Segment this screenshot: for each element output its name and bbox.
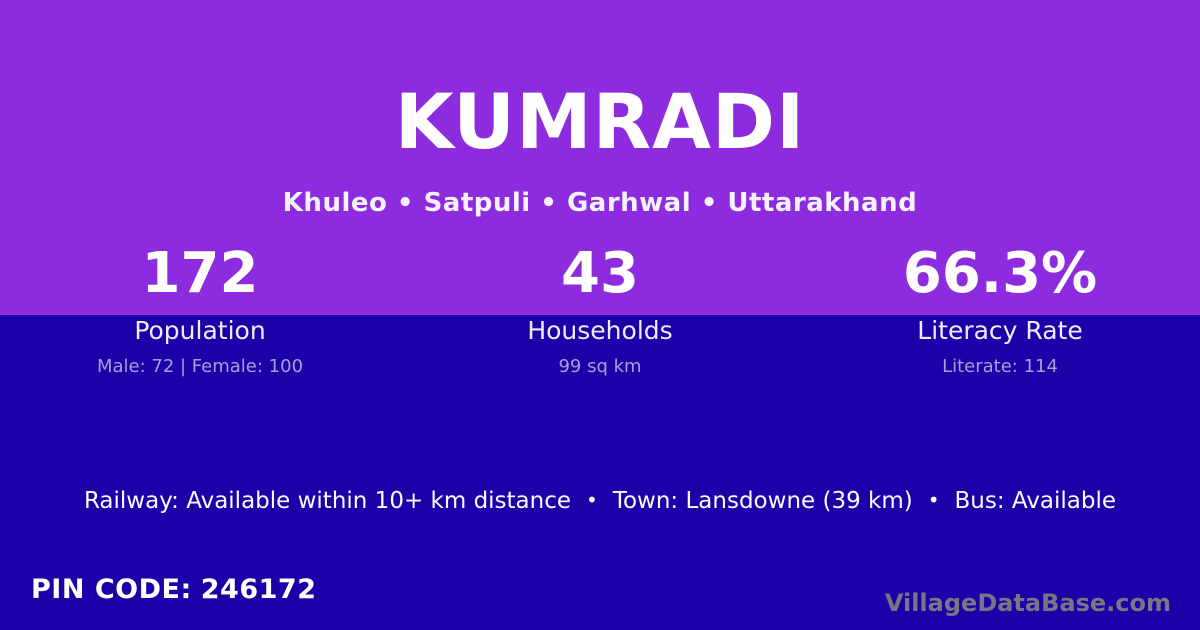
town-info: Town: Lansdowne (39 km) xyxy=(612,488,913,514)
header-section: KUMRADI Khuleo • Satpuli • Garhwal • Utt… xyxy=(0,0,1200,315)
village-title: KUMRADI xyxy=(394,77,806,166)
bullet-separator: • xyxy=(586,488,598,512)
pin-code-value: 246172 xyxy=(200,574,317,605)
stats-row: 172 Population Male: 72 | Female: 100 43… xyxy=(0,243,1200,378)
transport-info-line: Railway: Available within 10+ km distanc… xyxy=(0,485,1200,516)
stat-households: 43 Households 99 sq km xyxy=(400,243,800,378)
households-label: Households xyxy=(527,316,673,345)
stat-literacy-rate: 66.3% Literacy Rate Literate: 114 xyxy=(800,243,1200,378)
literacy-label: Literacy Rate xyxy=(917,316,1083,345)
stat-population: 172 Population Male: 72 | Female: 100 xyxy=(0,243,400,378)
population-detail: Male: 72 | Female: 100 xyxy=(96,356,304,377)
site-watermark: VillageDataBase.com xyxy=(884,589,1171,617)
households-detail: 99 sq km xyxy=(558,356,642,377)
population-label: Population xyxy=(134,316,266,345)
pin-code: PIN CODE: 246172 xyxy=(31,574,317,606)
railway-info: Railway: Available within 10+ km distanc… xyxy=(83,488,572,514)
households-value: 43 xyxy=(561,241,639,306)
bullet-separator: • xyxy=(927,488,940,512)
pin-code-label: PIN CODE: xyxy=(31,574,192,605)
village-location-breadcrumb: Khuleo • Satpuli • Garhwal • Uttarakhand xyxy=(282,188,918,218)
details-section xyxy=(0,315,1200,630)
population-value: 172 xyxy=(141,241,259,306)
bus-info: Bus: Available xyxy=(954,488,1117,514)
literacy-detail: Literate: 114 xyxy=(942,356,1058,377)
literacy-value: 66.3% xyxy=(902,241,1098,306)
